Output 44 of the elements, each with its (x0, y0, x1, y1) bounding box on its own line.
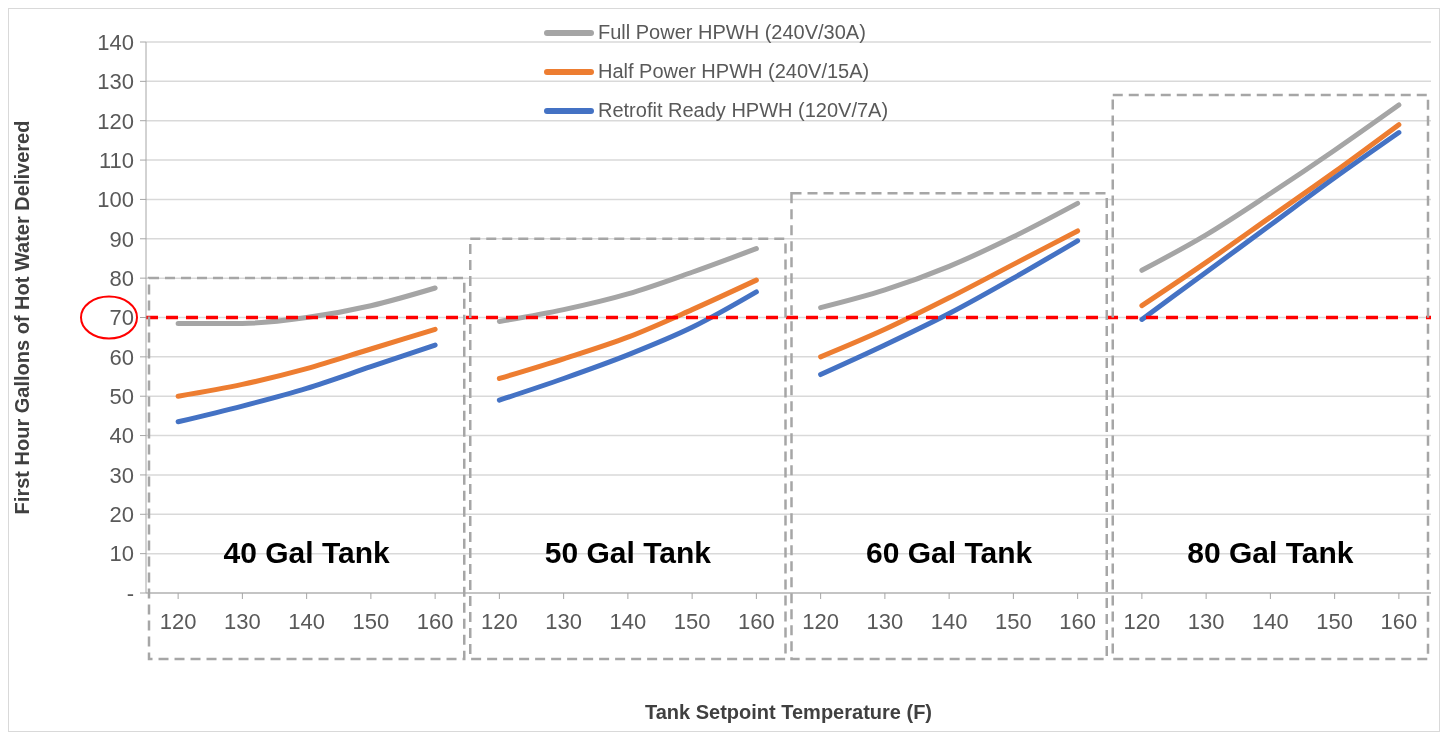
y-tick-label: 90 (109, 226, 134, 252)
x-tick-label: 120 (481, 608, 518, 634)
y-axis-title: First Hour Gallons of Hot Water Delivered (11, 120, 34, 515)
x-tick-label: 140 (930, 608, 968, 634)
x-tick-label: 120 (159, 608, 197, 634)
y-tick-label: 30 (109, 462, 134, 488)
x-tick-label: 150 (1316, 608, 1353, 634)
x-tick-label: 150 (352, 608, 390, 634)
y-tick-label: 100 (97, 187, 134, 213)
x-tick-label: 120 (1123, 608, 1161, 634)
x-tick-label: 160 (1059, 608, 1096, 634)
annotation: 80 Gal Tank (1187, 536, 1354, 569)
x-tick-label: 140 (1252, 608, 1289, 634)
x-axis-title: Tank Setpoint Temperature (F) (644, 701, 933, 723)
x-tick-label: 150 (673, 608, 711, 634)
x-tick-label: 160 (416, 608, 454, 634)
annotation: 40 Gal Tank (223, 536, 391, 569)
x-tick-label: 130 (866, 608, 904, 634)
y-tick-label: - (126, 580, 134, 606)
y-tick-label: 140 (97, 29, 134, 55)
x-tick-label: 130 (545, 608, 582, 634)
x-tick-label: 130 (224, 608, 261, 634)
x-tick-label: 160 (738, 608, 775, 634)
legend-label: Retrofit Ready HPWH (120V/7A) (598, 98, 889, 123)
x-tick-label: 130 (1187, 608, 1225, 634)
x-tick-label: 120 (802, 608, 839, 634)
x-tick-label: 140 (609, 608, 647, 634)
annotation: 60 Gal Tank (866, 536, 1033, 569)
y-tick-label: 110 (98, 147, 134, 173)
y-tick-label: 40 (109, 423, 134, 449)
y-tick-label: 60 (109, 344, 134, 370)
y-tick-label: 50 (109, 384, 134, 410)
x-tick-label: 140 (288, 608, 325, 634)
y-tick-label: 20 (109, 502, 134, 528)
legend-label: Full Power HPWH (240V/30A) (598, 20, 866, 45)
y-tick-label: 130 (97, 69, 134, 95)
annotation: 50 Gal Tank (544, 536, 712, 569)
y-tick-label: 10 (109, 541, 134, 567)
y-tick-label: 120 (97, 108, 134, 134)
y-tick-label: 80 (109, 265, 134, 291)
legend-label: Half Power HPWH (240V/15A) (598, 59, 870, 84)
x-tick-label: 150 (995, 608, 1032, 634)
x-tick-label: 160 (1380, 608, 1418, 634)
y-tick-label: 70 (109, 305, 134, 331)
